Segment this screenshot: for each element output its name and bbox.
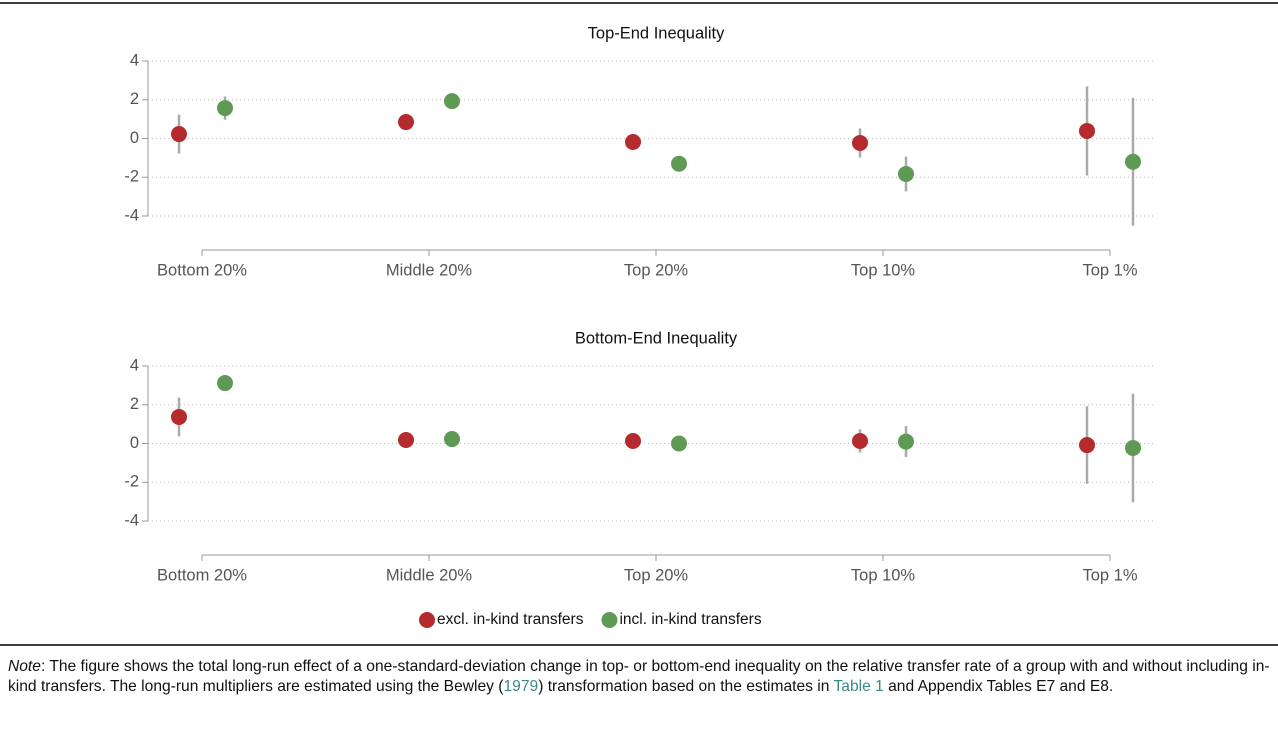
- note-plain: ) transformation based on the estimates …: [538, 678, 834, 695]
- point: [444, 431, 460, 448]
- panel-title: Bottom-End Inequality: [575, 329, 738, 347]
- figure: Top-End Inequality -4 -2 0 2 4 Bottom 20% Middl…: [0, 2, 1278, 646]
- point: [671, 435, 687, 452]
- y-tick-label: 4: [130, 51, 139, 69]
- y-tick-label: -4: [124, 206, 139, 224]
- x-tick-label: Top 20%: [624, 261, 689, 279]
- y-tick-label: -2: [124, 168, 139, 186]
- panel-title: Top-End Inequality: [588, 24, 725, 42]
- point: [852, 134, 868, 151]
- point: [444, 93, 460, 110]
- x-tick-label: Middle 20%: [386, 261, 473, 279]
- note: Note: The figure shows the total long-ru…: [8, 657, 1274, 697]
- x-tick-label: Top 10%: [851, 261, 916, 279]
- point: [1079, 437, 1095, 454]
- point: [398, 432, 414, 449]
- y-tick-label: 0: [130, 129, 139, 147]
- x-tick-label: Top 20%: [624, 566, 689, 584]
- x-tick-label: Top 1%: [1082, 566, 1137, 584]
- point: [898, 165, 914, 182]
- legend-marker: [601, 612, 618, 628]
- note-link[interactable]: Table 1: [833, 678, 884, 695]
- x-tick-label: Top 10%: [851, 566, 916, 584]
- legend-marker: [419, 612, 435, 628]
- legend-label: incl. in-kind transfers: [619, 611, 761, 628]
- note-plain: : The figure shows the total long-run ef…: [8, 658, 1270, 695]
- y-tick-label: 0: [130, 434, 139, 452]
- x-tick-label: Bottom 20%: [157, 566, 247, 584]
- point: [1125, 153, 1141, 170]
- y-tick-label: -2: [124, 473, 139, 491]
- point: [1125, 439, 1141, 456]
- point: [898, 433, 914, 450]
- point: [171, 126, 187, 143]
- point: [625, 133, 641, 150]
- point: [217, 375, 233, 392]
- y-tick-label: 2: [130, 395, 139, 413]
- x-tick-label: Middle 20%: [386, 566, 473, 584]
- note-link[interactable]: 1979: [503, 678, 539, 695]
- point: [171, 408, 187, 425]
- x-tick-label: Top 1%: [1082, 261, 1137, 279]
- y-tick-label: 2: [130, 90, 139, 108]
- note-plain: and Appendix Tables E7 and E8.: [883, 678, 1114, 695]
- point: [852, 432, 868, 449]
- legend-label: excl. in-kind transfers: [437, 611, 584, 628]
- y-tick-label: -4: [124, 511, 139, 529]
- x-tick-label: Bottom 20%: [157, 261, 247, 279]
- point: [1079, 122, 1095, 139]
- point: [217, 100, 233, 117]
- note-italic: Note: [8, 658, 41, 675]
- point: [671, 155, 687, 172]
- point: [625, 432, 641, 449]
- point: [398, 114, 414, 131]
- y-tick-label: 4: [130, 356, 139, 374]
